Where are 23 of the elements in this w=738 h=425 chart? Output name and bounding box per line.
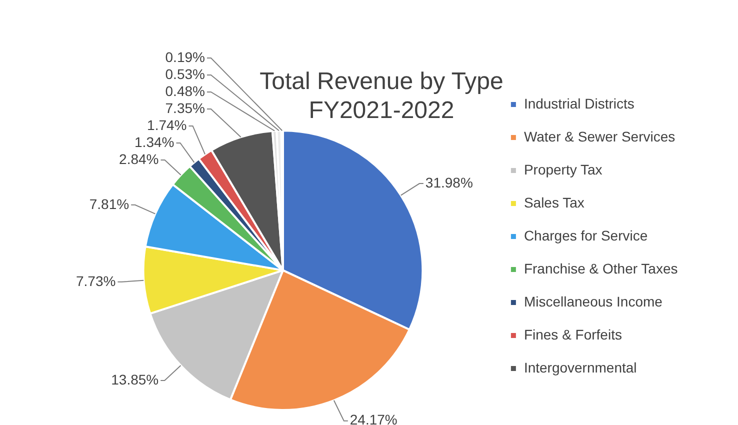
data-label: 0.48% <box>165 82 205 99</box>
data-label: 7.73% <box>76 272 116 289</box>
legend-label: Charges for Service <box>524 227 648 244</box>
data-label: 0.53% <box>165 66 205 82</box>
legend-label: Franchise & Other Taxes <box>524 260 678 276</box>
text: FY2021-2022 <box>308 96 454 124</box>
legend-label: Fines & Forfeits <box>524 326 622 342</box>
data-label: 1.74% <box>147 116 187 133</box>
data-label: 7.35% <box>165 100 205 116</box>
legend-label: Intergovernmental <box>524 359 637 376</box>
legend-label: Sales Tax <box>524 194 584 210</box>
data-label: 31.98% <box>425 174 473 190</box>
legend-label: Miscellaneous Income <box>524 293 663 310</box>
data-label: 1.34% <box>134 134 174 150</box>
data-label: 2.84% <box>119 150 159 167</box>
text: Total Revenue by Type <box>260 68 504 96</box>
data-label: 7.81% <box>89 196 130 212</box>
data-label: 13.85% <box>111 371 159 388</box>
data-label: 0.19% <box>165 48 205 65</box>
legend-label: Industrial Districts <box>524 95 634 112</box>
data-label: 24.17% <box>350 412 398 425</box>
legend-label: Property Tax <box>524 161 602 178</box>
legend-label: Water & Sewer Services <box>524 128 676 144</box>
